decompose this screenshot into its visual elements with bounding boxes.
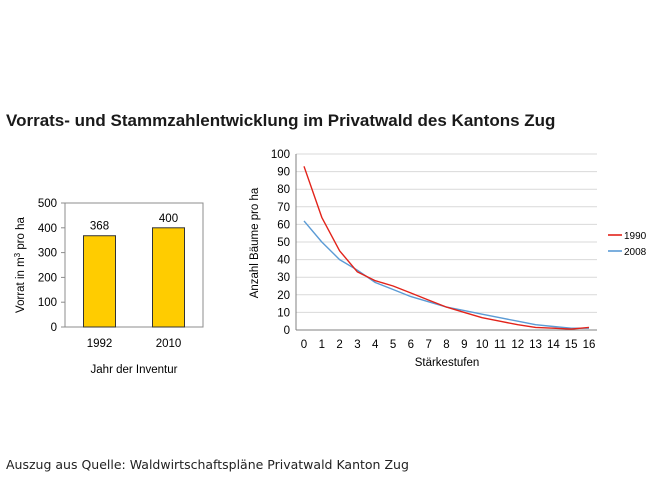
series-line-1990: [303, 166, 590, 330]
bar-y-tick-label: 100: [38, 297, 57, 309]
line-x-tick-label: 10: [476, 339, 489, 351]
line-y-axis-title: Anzahl Bäume pro ha: [249, 187, 261, 298]
line-x-tick-label: 9: [461, 339, 467, 351]
line-y-tick-label: 70: [277, 202, 290, 214]
line-x-tick-label: 4: [372, 339, 379, 351]
line-x-tick-label: 0: [301, 339, 307, 351]
line-y-tick-label: 80: [277, 184, 290, 196]
line-x-tick-label: 8: [443, 339, 449, 351]
bar-y-tick-label: 500: [38, 198, 57, 210]
source-note: Auszug aus Quelle: Waldwirtschaftspläne …: [6, 457, 409, 472]
legend-label-1990: 1990: [624, 231, 647, 242]
line-x-tick-label: 3: [354, 339, 360, 351]
line-y-tick-label: 60: [277, 219, 290, 231]
bar-y-axis-title: Vorrat in m3 pro ha: [13, 216, 27, 312]
bar-y-tick-label: 400: [38, 223, 57, 235]
line-y-tick-label: 50: [277, 237, 290, 249]
line-x-axis-title: Stärkestufen: [415, 357, 480, 369]
line-x-tick-label: 12: [511, 339, 524, 351]
line-y-tick-label: 100: [271, 149, 290, 161]
line-y-tick-label: 0: [284, 325, 290, 337]
line-x-tick-label: 15: [565, 339, 578, 351]
bar-plot-frame: [64, 202, 204, 328]
line-y-tick-label: 90: [277, 167, 290, 179]
line-x-tick-label: 2: [336, 339, 342, 351]
line-y-tick-label: 10: [277, 307, 290, 319]
bar-x-axis-title: Jahr der Inventur: [91, 364, 178, 376]
line-x-tick-label: 14: [547, 339, 560, 351]
bar-x-tick-label: 2010: [156, 338, 182, 350]
line-x-tick-label: 16: [583, 339, 596, 351]
line-x-tick-label: 13: [529, 339, 542, 351]
bar-1992: [83, 235, 116, 328]
bar-x-tick-label: 1992: [87, 338, 113, 350]
line-y-tick-label: 20: [277, 290, 290, 302]
stock-bar-chart: 0 100 200 300 400 500 368 400 1992 2010 Jahr de…: [13, 198, 204, 376]
bar-y-tick-label: 200: [38, 272, 57, 284]
bar-y-tick-label: 0: [51, 322, 57, 334]
bar-2010: [152, 227, 185, 328]
line-x-tick-label: 1: [319, 339, 325, 351]
line-x-tick-label: 6: [408, 339, 414, 351]
bar-y-tick-label: 300: [38, 248, 57, 260]
line-x-tick-label: 7: [425, 339, 431, 351]
bar-data-label: 368: [90, 221, 109, 233]
line-y-tick-label: 30: [277, 272, 290, 284]
line-y-tick-label: 40: [277, 255, 290, 267]
line-x-tick-label: 11: [494, 339, 506, 351]
legend-label-2008: 2008: [624, 247, 647, 258]
line-x-tick-label: 5: [390, 339, 396, 351]
bar-data-label: 400: [159, 213, 178, 225]
page-title: Vorrats- und Stammzahlentwicklung im Pri…: [6, 111, 556, 130]
